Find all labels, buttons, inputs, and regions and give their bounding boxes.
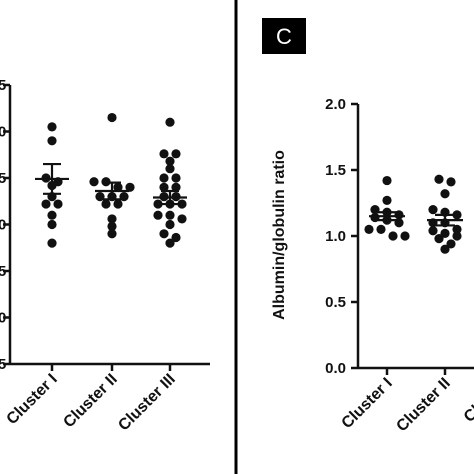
data-point — [376, 224, 386, 234]
data-point — [107, 214, 117, 224]
data-point — [446, 239, 456, 249]
data-point — [440, 244, 450, 254]
panel-c-y-tick-label: 0.0 — [325, 360, 346, 377]
data-point — [165, 117, 175, 127]
data-point — [165, 238, 175, 248]
panel-b-category-label: Cluster II — [60, 371, 120, 431]
data-point — [165, 156, 175, 166]
panel-b-points — [41, 112, 187, 248]
panel-c-y-ticks: 0.0 0.5 1.0 1.5 2.0 — [325, 96, 358, 377]
panel-c-y-tick-label: 1.0 — [325, 228, 346, 245]
data-point — [400, 231, 410, 241]
panel-c-x-ticks — [385, 368, 447, 375]
data-point — [177, 214, 187, 224]
data-point — [47, 122, 57, 132]
data-point — [452, 224, 462, 234]
data-point — [177, 199, 187, 209]
data-point — [159, 173, 169, 183]
data-point — [159, 229, 169, 239]
data-point — [428, 205, 438, 215]
data-point — [452, 231, 462, 241]
panel-c-y-tick-label: 1.5 — [325, 162, 346, 179]
data-point — [113, 199, 123, 209]
panel-c-label-box — [262, 18, 306, 54]
data-point — [107, 221, 117, 231]
data-point — [440, 228, 450, 238]
panel-c-category-label: Cluster — [461, 375, 474, 426]
panel-b-x-ticks — [50, 364, 172, 371]
data-point — [113, 182, 123, 192]
data-point — [388, 231, 398, 241]
data-point — [53, 199, 63, 209]
data-point — [171, 232, 181, 243]
data-point — [440, 189, 450, 199]
panel-b-y-tick-label: 5 — [0, 77, 6, 94]
panel-b-y-tick-label: 5 — [0, 263, 6, 280]
data-point — [452, 210, 462, 220]
data-point — [41, 199, 51, 209]
data-point — [119, 192, 129, 202]
panel-c: C Albumin/globulin ratio 0.0 0.5 1.0 1.5 2.0… — [262, 18, 474, 435]
data-point — [47, 219, 57, 230]
panel-b-y-tick-label: 0 — [0, 310, 6, 327]
panel-b-y-tick-label: 0 — [0, 217, 6, 234]
data-point — [153, 210, 163, 220]
data-point — [165, 210, 175, 220]
data-point — [428, 226, 438, 236]
panel-c-category-label: Cluster II — [393, 375, 453, 435]
panel-b-y-tick-label: 5 — [0, 356, 6, 373]
data-point — [47, 136, 57, 146]
panel-b-error-bars — [35, 162, 187, 206]
panel-c-label: C — [276, 24, 292, 49]
data-point — [171, 182, 181, 192]
data-point — [47, 238, 57, 248]
data-point — [165, 164, 175, 174]
panel-c-error-bars — [369, 211, 463, 227]
data-point — [153, 199, 163, 209]
panel-c-y-axis-label: Albumin/globulin ratio — [271, 150, 288, 320]
data-point — [382, 195, 392, 205]
panel-b-y-tick-label: 5 — [0, 170, 6, 187]
data-point — [159, 182, 169, 192]
data-point — [159, 149, 169, 159]
data-point — [101, 199, 111, 209]
data-point — [107, 112, 117, 123]
panel-b-y-ticks: 5 0 5 0 5 0 5 — [0, 77, 10, 373]
panel-c-y-tick-label: 0.5 — [325, 294, 346, 311]
data-point — [47, 210, 57, 220]
data-point — [171, 173, 181, 183]
data-point — [125, 182, 135, 192]
data-point — [107, 229, 117, 239]
panel-c-category-label: Cluster I — [339, 375, 396, 432]
data-point — [382, 175, 392, 186]
data-point — [434, 174, 444, 184]
data-point — [434, 234, 444, 244]
data-point — [171, 149, 181, 159]
panel-b-category-label: Cluster III — [115, 371, 179, 435]
data-point — [89, 177, 99, 187]
data-point — [95, 192, 105, 202]
panel-b-category-label: Cluster I — [4, 371, 61, 428]
data-point — [165, 219, 175, 230]
data-point — [446, 177, 456, 187]
panel-c-y-tick-label: 2.0 — [325, 96, 346, 113]
data-point — [364, 224, 374, 234]
panel-b-y-tick-label: 0 — [0, 124, 6, 141]
